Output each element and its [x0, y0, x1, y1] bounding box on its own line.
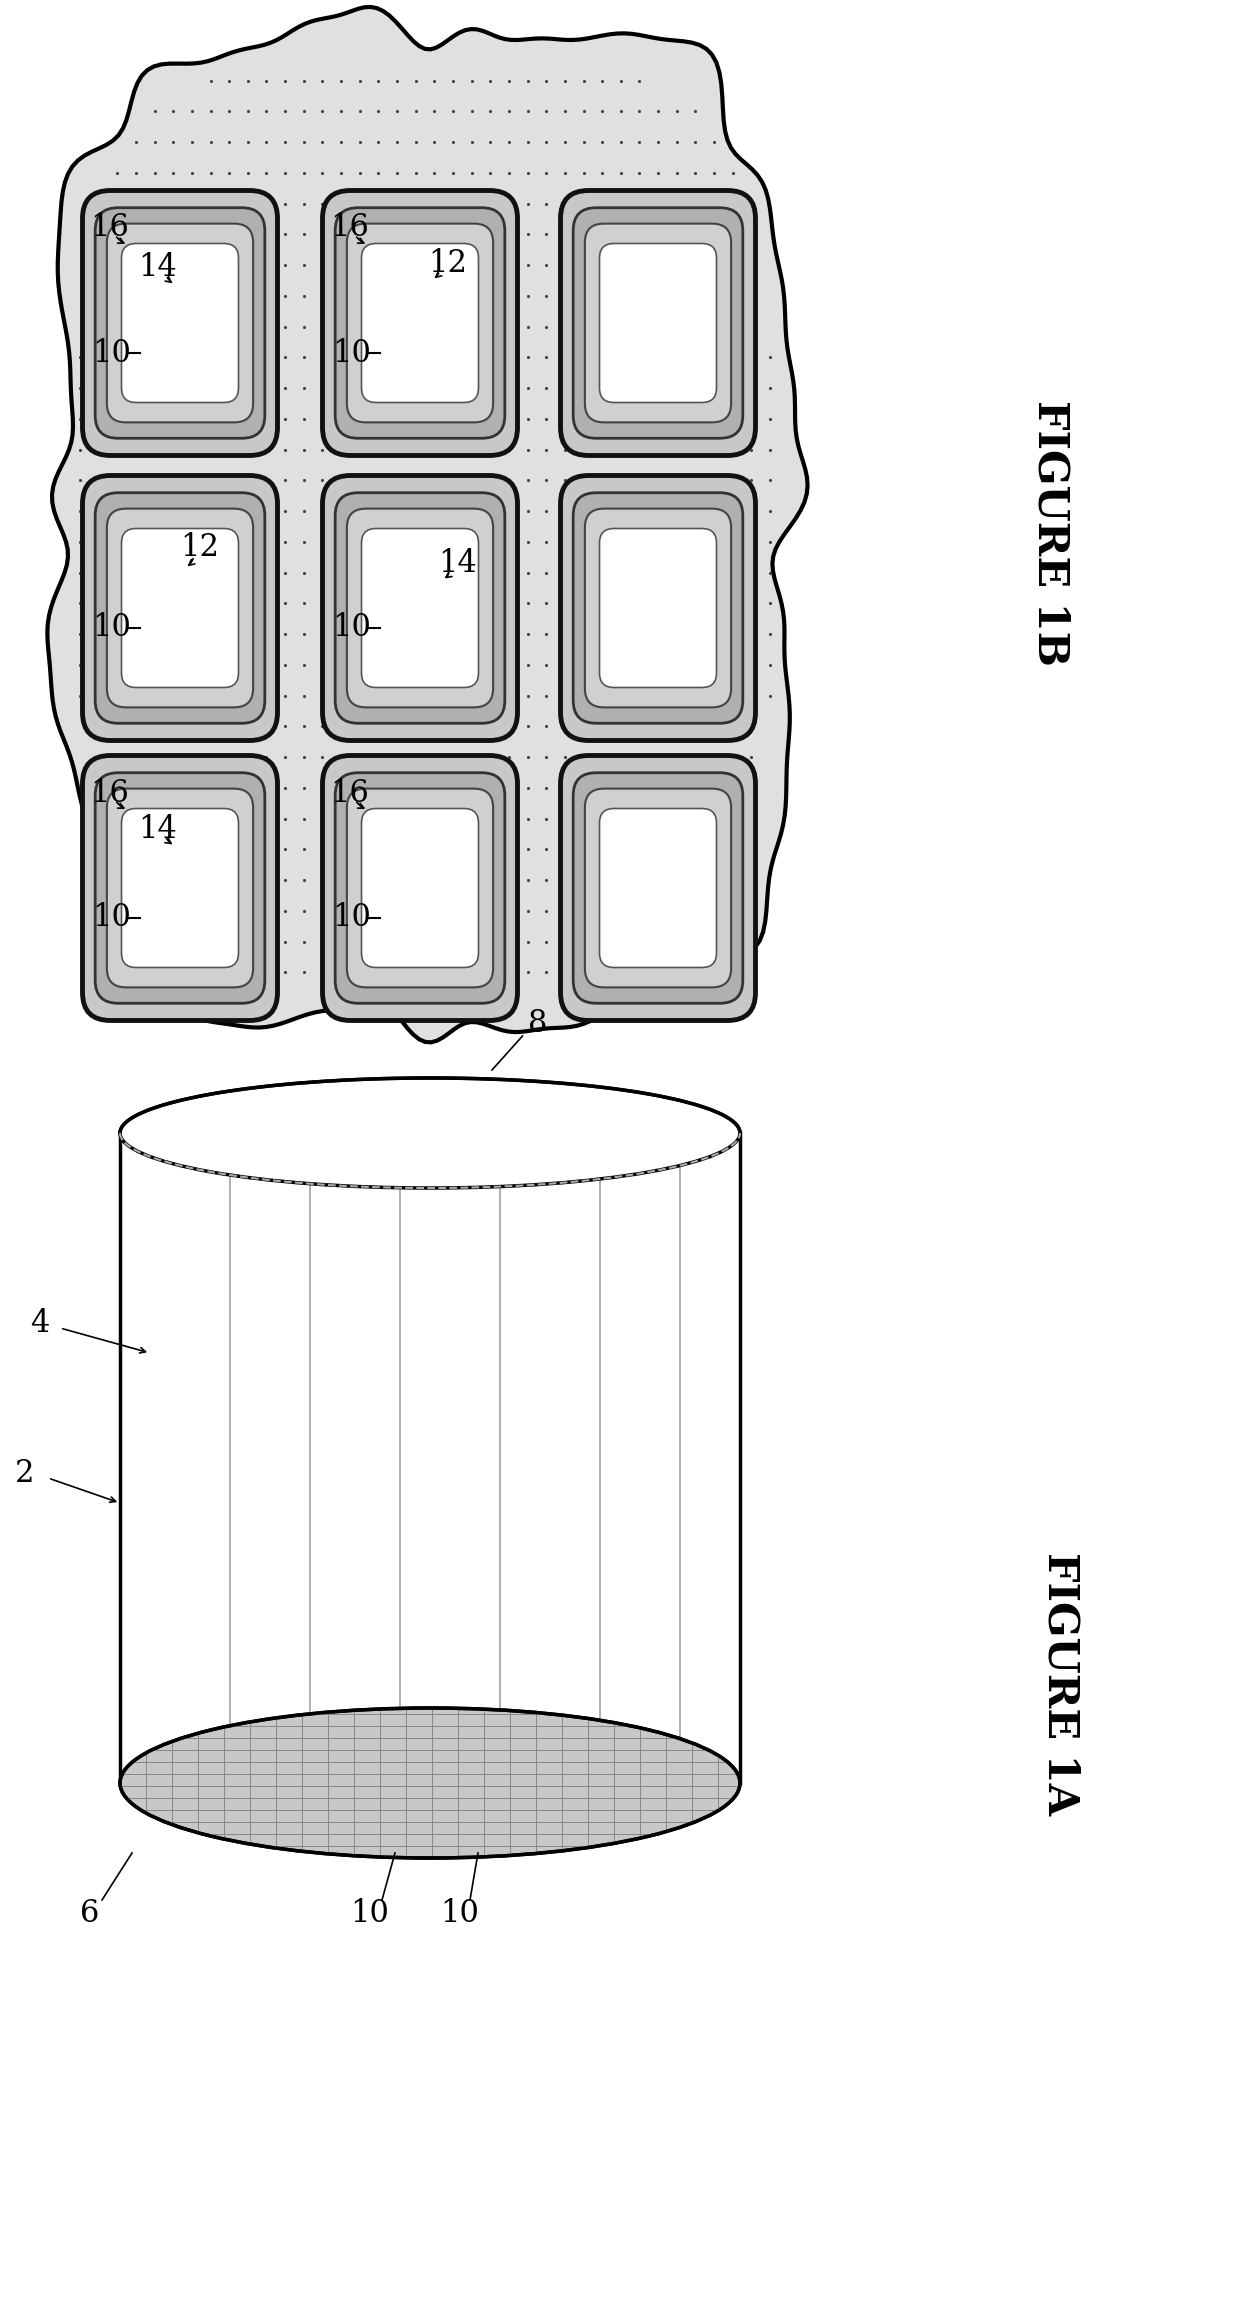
FancyBboxPatch shape [585, 789, 732, 988]
Text: 10: 10 [93, 613, 131, 643]
FancyBboxPatch shape [573, 493, 743, 724]
Text: 8: 8 [528, 1008, 547, 1039]
FancyBboxPatch shape [362, 243, 479, 402]
FancyBboxPatch shape [599, 810, 717, 967]
Text: 10: 10 [351, 1897, 389, 1929]
FancyBboxPatch shape [573, 208, 743, 437]
Text: FIGURE 1A: FIGURE 1A [1039, 1552, 1081, 1813]
FancyBboxPatch shape [335, 208, 505, 437]
Ellipse shape [120, 1078, 740, 1189]
FancyBboxPatch shape [347, 509, 494, 708]
Text: 4: 4 [30, 1307, 50, 1339]
FancyBboxPatch shape [335, 773, 505, 1004]
Text: 10: 10 [332, 902, 372, 934]
Text: 16: 16 [91, 777, 129, 810]
Text: 12: 12 [181, 532, 219, 564]
FancyBboxPatch shape [95, 493, 265, 724]
FancyBboxPatch shape [599, 243, 717, 402]
FancyBboxPatch shape [322, 476, 517, 740]
FancyBboxPatch shape [122, 527, 238, 687]
FancyBboxPatch shape [560, 190, 755, 456]
Text: 10: 10 [93, 902, 131, 934]
FancyBboxPatch shape [83, 476, 278, 740]
FancyBboxPatch shape [107, 789, 253, 988]
Text: 10: 10 [332, 338, 372, 368]
Text: 16: 16 [91, 213, 129, 243]
FancyBboxPatch shape [322, 756, 517, 1020]
FancyBboxPatch shape [347, 789, 494, 988]
FancyBboxPatch shape [322, 190, 517, 456]
FancyBboxPatch shape [585, 224, 732, 423]
FancyBboxPatch shape [95, 773, 265, 1004]
FancyBboxPatch shape [83, 756, 278, 1020]
FancyBboxPatch shape [83, 190, 278, 456]
Text: 14: 14 [439, 548, 477, 578]
FancyBboxPatch shape [95, 208, 265, 437]
Text: 16: 16 [331, 213, 370, 243]
FancyBboxPatch shape [362, 810, 479, 967]
Polygon shape [120, 1133, 740, 1783]
FancyBboxPatch shape [560, 476, 755, 740]
Text: 6: 6 [81, 1897, 99, 1929]
FancyBboxPatch shape [107, 224, 253, 423]
Text: 10: 10 [440, 1897, 480, 1929]
FancyBboxPatch shape [122, 810, 238, 967]
FancyBboxPatch shape [362, 527, 479, 687]
FancyBboxPatch shape [599, 527, 717, 687]
FancyBboxPatch shape [335, 493, 505, 724]
Ellipse shape [120, 1707, 740, 1857]
Text: 2: 2 [15, 1457, 35, 1490]
FancyBboxPatch shape [122, 243, 238, 402]
Text: FIGURE 1B: FIGURE 1B [1029, 400, 1071, 666]
Text: 10: 10 [93, 338, 131, 368]
Polygon shape [47, 7, 807, 1043]
Text: 12: 12 [429, 247, 467, 278]
FancyBboxPatch shape [560, 756, 755, 1020]
Text: 16: 16 [331, 777, 370, 810]
Text: 10: 10 [332, 613, 372, 643]
FancyBboxPatch shape [573, 773, 743, 1004]
FancyBboxPatch shape [107, 509, 253, 708]
FancyBboxPatch shape [585, 509, 732, 708]
Text: 14: 14 [139, 814, 177, 847]
FancyBboxPatch shape [347, 224, 494, 423]
Text: 14: 14 [139, 252, 177, 284]
